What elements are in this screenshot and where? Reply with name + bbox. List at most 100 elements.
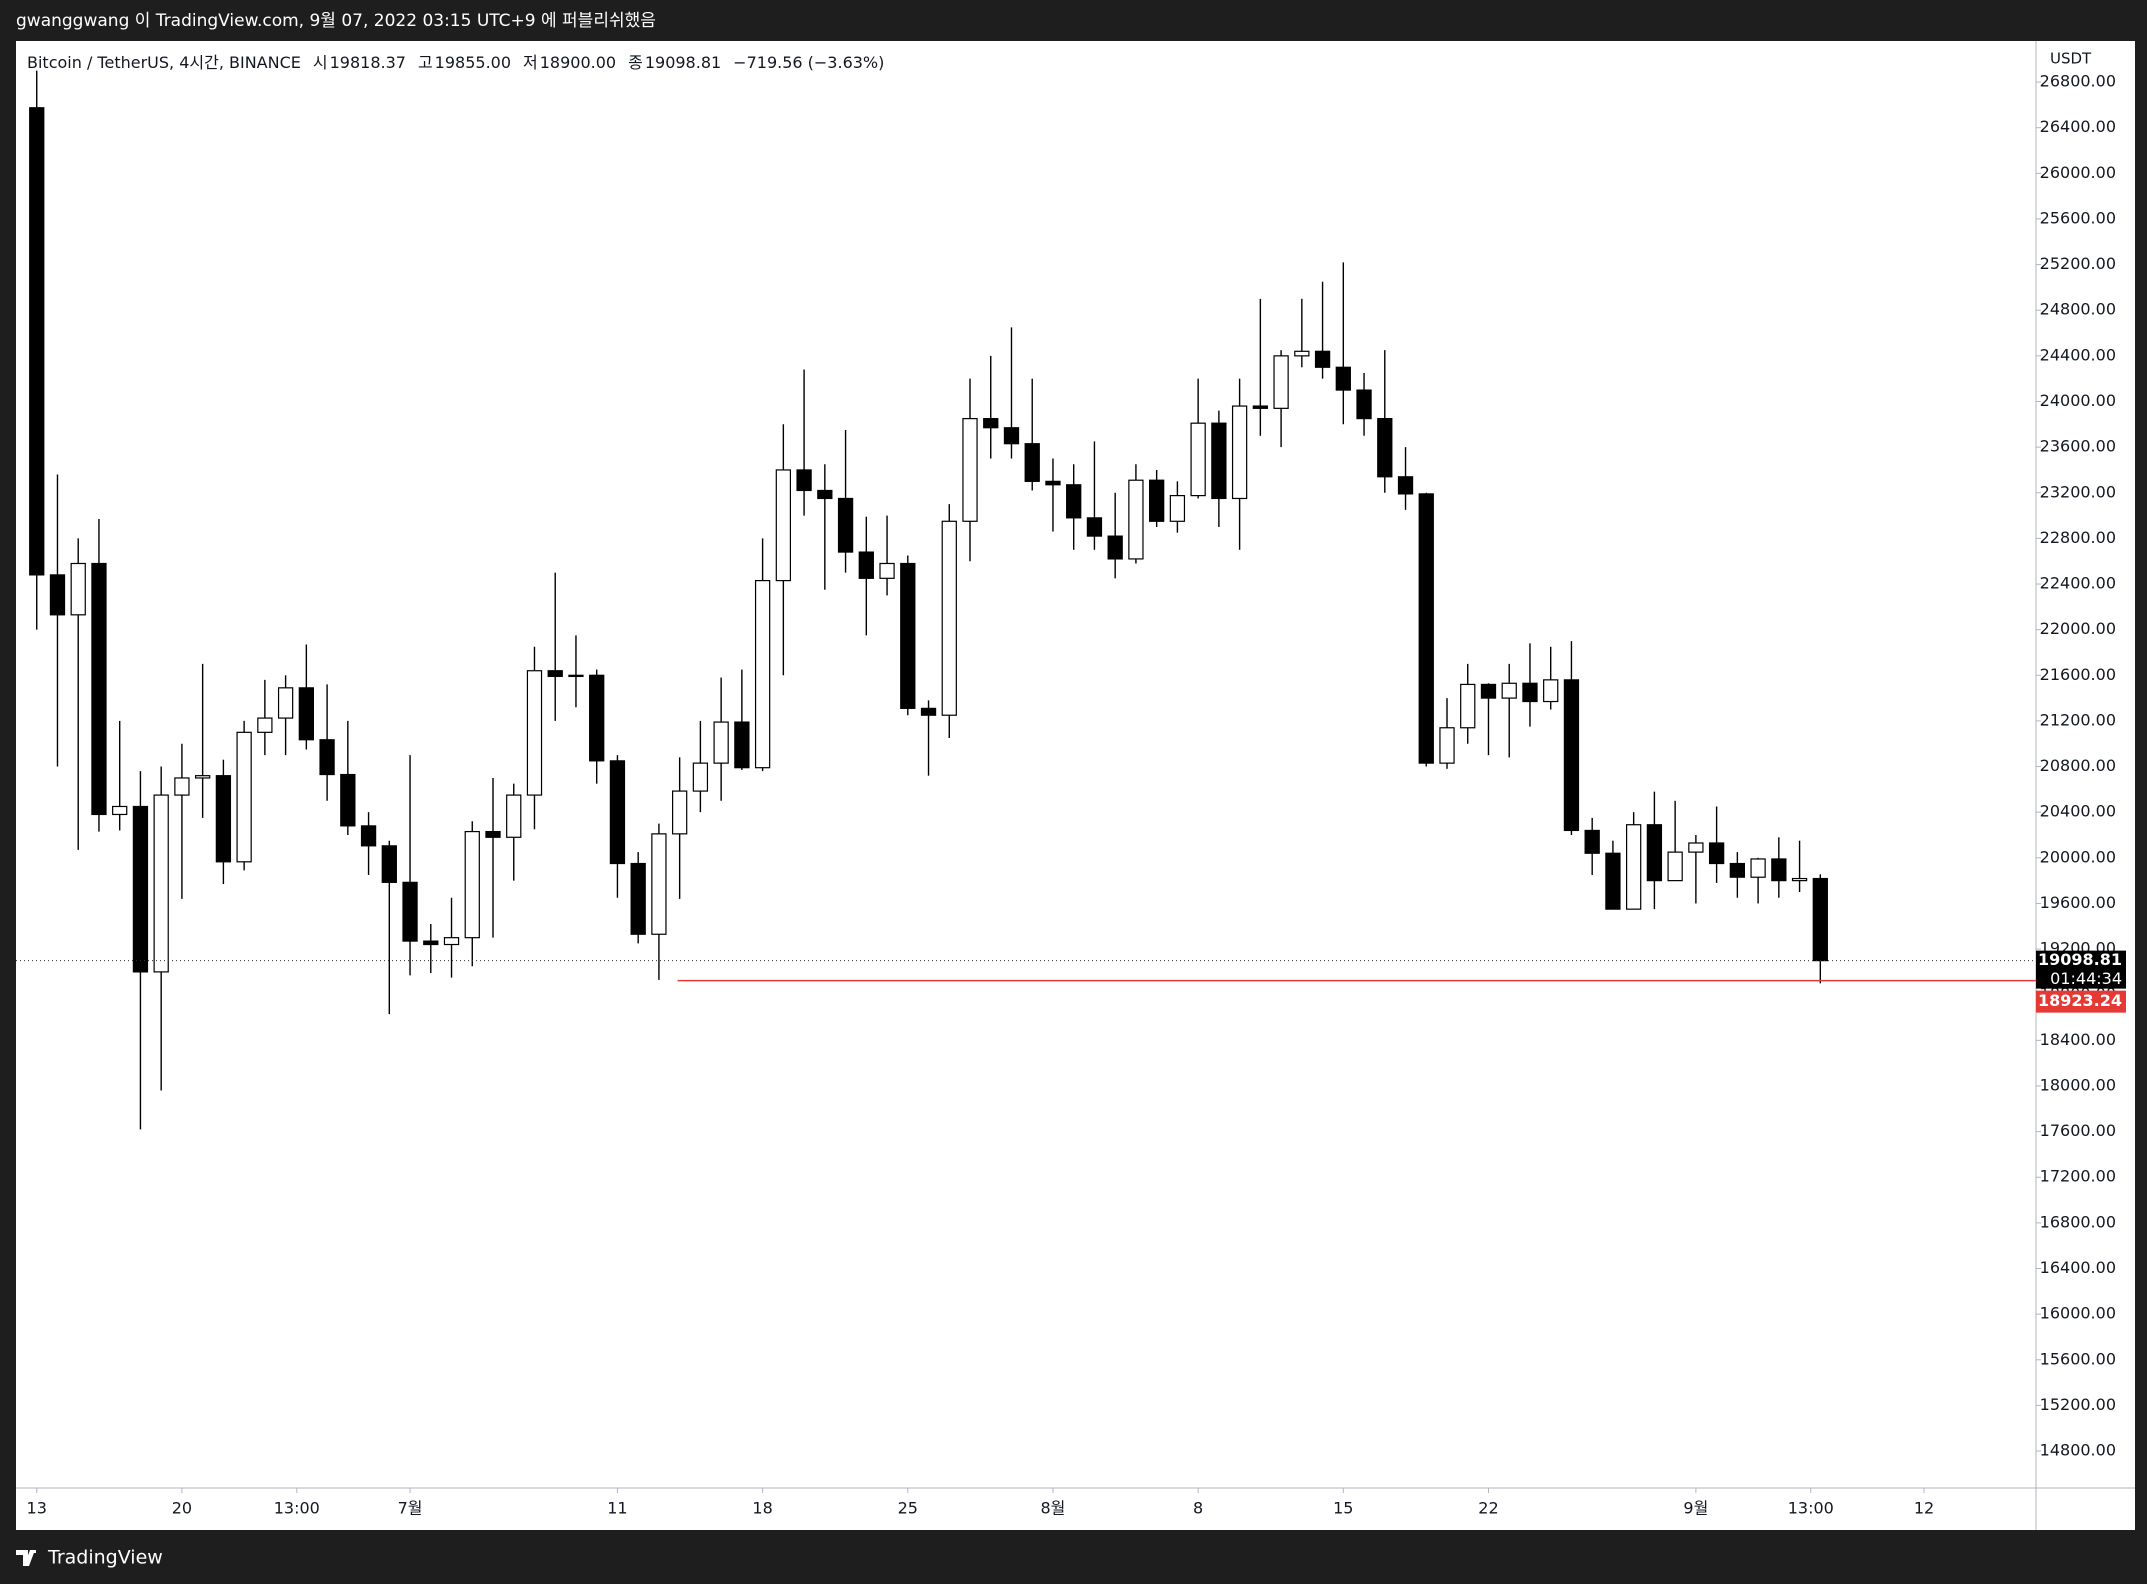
y-tick-label: 18000.00: [2040, 1075, 2116, 1094]
candle-body: [464, 830, 480, 939]
y-tick-label: 17200.00: [2040, 1167, 2116, 1186]
candle-body: [402, 881, 418, 942]
y-tick-label: 20400.00: [2040, 802, 2116, 821]
x-tick-label: 8월: [1041, 1499, 1066, 1518]
candle-body: [1791, 877, 1808, 882]
candle-body: [1688, 842, 1704, 853]
x-tick-label: 18: [752, 1499, 772, 1518]
candle-body: [1086, 517, 1103, 537]
x-tick-label: 11: [607, 1499, 627, 1518]
candle-body: [174, 777, 190, 796]
candle-body: [340, 773, 356, 827]
candle-body: [962, 418, 978, 522]
x-tick-label: 12: [1914, 1499, 1934, 1518]
y-tick-label: 18400.00: [2040, 1030, 2116, 1049]
candle-body: [1190, 422, 1206, 497]
last-price-tag: [2036, 950, 2126, 989]
candle-body: [257, 717, 273, 733]
candle-body: [29, 107, 45, 576]
candle-body: [1377, 418, 1393, 478]
y-tick-label: 24400.00: [2040, 345, 2116, 364]
y-tick-label: 19600.00: [2040, 893, 2116, 912]
y-tick-label: 16400.00: [2040, 1258, 2116, 1277]
y-tick-label: 26000.00: [2040, 163, 2116, 182]
candle-body: [506, 794, 522, 838]
last-price-label: 19098.81: [2038, 950, 2122, 969]
candle-body: [1294, 350, 1310, 357]
y-tick-label: 26800.00: [2040, 72, 2116, 91]
price-unit: USDT: [2050, 50, 2092, 68]
candle-body: [630, 862, 646, 935]
candle-body: [49, 574, 66, 616]
legend-item: 19855.00: [435, 53, 511, 72]
legend-item: Bitcoin / TetherUS, 4시간, BINANCE: [27, 53, 301, 72]
x-tick-label: 13: [27, 1499, 47, 1518]
y-tick-label: 26400.00: [2040, 117, 2116, 136]
candle-body: [1812, 877, 1828, 962]
candle-body: [796, 469, 812, 492]
axes: 14800.00 15200.00 15600.00 16000.00 16400.00…: [27, 72, 2126, 1518]
candle-body: [195, 775, 211, 779]
candle-body: [1771, 858, 1787, 882]
hline-price-tag: [2036, 990, 2126, 1013]
candle-body: [1314, 350, 1331, 368]
candle-body: [1522, 682, 1538, 703]
candle-body: [754, 580, 771, 769]
candle-body: [1169, 495, 1186, 522]
candle-body: [91, 562, 107, 816]
candle-body: [1356, 389, 1372, 420]
candle-body: [1646, 824, 1663, 882]
candle-body: [817, 489, 833, 500]
legend-item: 저: [523, 53, 538, 72]
candle-body: [1480, 683, 1497, 699]
candle-body: [1252, 405, 1269, 409]
y-tick-label: 21600.00: [2040, 665, 2116, 684]
hline-price-label: 18923.24: [2038, 991, 2122, 1010]
candle-body: [1107, 535, 1123, 560]
y-tick-label: 23600.00: [2040, 437, 2116, 456]
x-tick-label: 15: [1333, 1499, 1353, 1518]
y-tick-label: 22400.00: [2040, 574, 2116, 593]
x-tick-label: 8: [1193, 1499, 1203, 1518]
candle-body: [1543, 679, 1559, 703]
candle-body: [360, 825, 377, 847]
candle-body: [692, 762, 709, 792]
y-tick-label: 21200.00: [2040, 710, 2116, 729]
candle-body: [1460, 683, 1476, 729]
candle-body: [983, 418, 999, 429]
x-tick-label: 7월: [398, 1499, 423, 1518]
candle-body: [153, 794, 169, 973]
candle-body: [423, 940, 439, 946]
candle-body: [1584, 829, 1600, 854]
candle-body: [547, 670, 563, 678]
candle-body: [1563, 679, 1580, 832]
candle-body: [1066, 484, 1082, 519]
chart-panel: [16, 41, 2135, 1530]
candle-body: [381, 845, 397, 883]
candle-body: [1501, 682, 1517, 699]
candle-body: [1211, 422, 1227, 500]
candle-body: [1149, 479, 1165, 522]
candle-body: [609, 760, 626, 865]
y-tick-label: 16800.00: [2040, 1212, 2116, 1231]
y-tick-label: 25600.00: [2040, 208, 2116, 227]
candle-body: [319, 739, 335, 776]
candle-body: [837, 497, 854, 553]
candle-body: [298, 687, 315, 741]
candle-body: [70, 562, 86, 616]
candle-body: [443, 937, 460, 946]
candle-body: [1231, 405, 1248, 500]
y-tick-label: 24000.00: [2040, 391, 2116, 410]
y-tick-label: 22800.00: [2040, 528, 2116, 547]
candle-body: [1708, 842, 1725, 865]
legend-item: 18900.00: [540, 53, 616, 72]
y-tick-label: 20000.00: [2040, 847, 2116, 866]
candle-body: [1667, 851, 1683, 882]
candle-body: [215, 775, 232, 863]
legend-item: −719.56 (−3.63%): [733, 53, 884, 72]
candle-body: [1418, 493, 1434, 764]
candle-body: [1273, 355, 1289, 409]
candle-body: [132, 805, 149, 973]
candle-body: [589, 674, 605, 762]
candle-body: [485, 830, 501, 838]
